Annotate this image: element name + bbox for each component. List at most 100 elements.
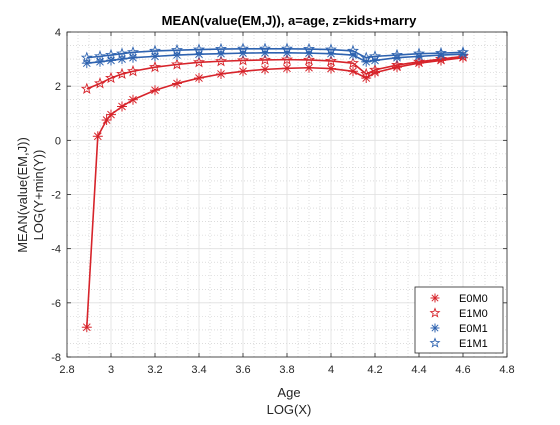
y-axis-label-line-1: MEAN(value(EM,J)) — [15, 137, 30, 253]
legend-item-E0M1: E0M1 — [430, 323, 488, 335]
point-E1M1 — [457, 46, 469, 58]
legend-label-E1M0: E1M0 — [459, 308, 488, 320]
legend-marker-E0M1 — [430, 323, 440, 333]
y-tick-label: -4 — [51, 244, 61, 256]
legend-item-E1M0: E1M0 — [429, 307, 488, 320]
x-tick-label: 3.8 — [279, 364, 294, 376]
point-E0M0 — [238, 66, 248, 77]
point-E1M1 — [94, 50, 106, 62]
y-axis-label-line-2: LOG(Y+min(Y)) — [31, 150, 46, 241]
point-E1M1 — [413, 47, 425, 59]
legend-item-E0M0: E0M0 — [430, 293, 488, 305]
legend-marker-E1M1 — [429, 337, 441, 348]
point-E1M0 — [193, 56, 205, 68]
point-E1M0 — [80, 82, 93, 94]
point-E1M1 — [360, 51, 373, 63]
x-tick-label: 4.4 — [411, 364, 426, 376]
point-E0M0 — [150, 85, 160, 96]
point-E1M1 — [391, 48, 403, 61]
point-E0M0 — [348, 66, 358, 77]
point-E0M0 — [92, 131, 103, 142]
point-E1M0 — [391, 58, 403, 71]
series-E0M0 — [81, 52, 468, 333]
point-E1M1 — [237, 42, 249, 54]
legend-label-E0M1: E0M1 — [459, 323, 488, 335]
point-E1M0 — [360, 67, 373, 80]
point-E1M1 — [435, 46, 447, 59]
y-tick-label: 2 — [55, 81, 61, 93]
point-E1M0 — [303, 53, 315, 65]
point-E0M0 — [216, 68, 226, 79]
x-tick-label: 3.6 — [235, 364, 250, 376]
point-E1M0 — [325, 54, 337, 67]
point-E0M0 — [106, 109, 116, 120]
point-E1M1 — [215, 42, 227, 55]
legend-marker-E1M0 — [429, 307, 441, 318]
legend-label-E1M1: E1M1 — [459, 338, 488, 350]
x-axis-label-line-2: LOG(X) — [267, 402, 312, 417]
x-tick-label: 4.2 — [367, 364, 382, 376]
point-E1M1 — [105, 48, 117, 61]
series-E1M1 — [80, 42, 469, 63]
point-E0M0 — [128, 94, 138, 105]
x-axis-label-line-1: Age — [277, 385, 300, 400]
point-E1M0 — [105, 71, 117, 84]
point-E1M0 — [171, 58, 183, 70]
point-E0M0 — [101, 115, 112, 126]
point-E0M0 — [326, 63, 336, 74]
point-E1M1 — [325, 43, 337, 55]
y-tick-label: -2 — [51, 190, 61, 202]
y-tick-label: -8 — [51, 352, 61, 364]
point-E1M0 — [435, 52, 447, 65]
point-E1M0 — [347, 56, 359, 69]
point-E1M1 — [116, 47, 128, 59]
point-E0M0 — [304, 62, 314, 73]
chart-title: MEAN(value(EM,J)), a=age, z=kids+marry — [162, 13, 417, 28]
point-E1M1 — [127, 46, 139, 58]
x-tick-label: 3.2 — [147, 364, 162, 376]
point-E1M1 — [303, 42, 315, 55]
y-tick-label: -6 — [51, 298, 61, 310]
legend-box — [414, 286, 504, 354]
point-E1M0 — [149, 60, 161, 73]
x-tick-label: 3 — [108, 364, 114, 376]
point-E1M0 — [259, 53, 271, 65]
point-E1M0 — [281, 53, 293, 65]
point-E1M0 — [413, 55, 425, 67]
point-E1M1 — [369, 50, 381, 62]
point-E1M0 — [215, 54, 227, 67]
point-E1M1 — [80, 51, 93, 63]
point-E1M0 — [94, 77, 106, 89]
point-E0M0 — [172, 78, 182, 89]
point-E1M0 — [237, 54, 249, 66]
series-E1M0 — [80, 50, 469, 94]
point-E1M0 — [116, 67, 128, 80]
y-tick-label: 4 — [55, 27, 61, 39]
point-E0M0 — [260, 64, 270, 75]
x-tick-label: 4.8 — [499, 364, 514, 376]
x-tick-label: 4.6 — [455, 364, 470, 376]
point-E1M0 — [127, 64, 139, 77]
x-tick-label: 4 — [328, 364, 334, 376]
point-E0M0 — [282, 63, 292, 74]
point-E1M1 — [149, 44, 161, 57]
point-E0M0 — [117, 101, 127, 112]
point-E1M1 — [193, 43, 205, 55]
point-E0M0 — [81, 322, 92, 333]
series-line-E0M0 — [86, 56, 464, 328]
legend-item-E1M1: E1M1 — [429, 337, 488, 350]
point-E1M0 — [369, 63, 381, 75]
x-tick-label: 3.4 — [191, 364, 206, 376]
y-tick-label: 0 — [55, 135, 61, 147]
point-E1M1 — [347, 44, 359, 57]
point-E0M0 — [194, 73, 204, 84]
point-E1M1 — [281, 42, 293, 54]
legend-marker-E0M0 — [430, 293, 440, 303]
point-E1M1 — [171, 43, 183, 56]
x-tick-label: 2.8 — [59, 364, 74, 376]
legend-label-E0M0: E0M0 — [459, 293, 488, 305]
point-E1M1 — [259, 42, 271, 54]
legend: E0M0 E1M0 E0M1 E1M1 — [414, 286, 504, 354]
